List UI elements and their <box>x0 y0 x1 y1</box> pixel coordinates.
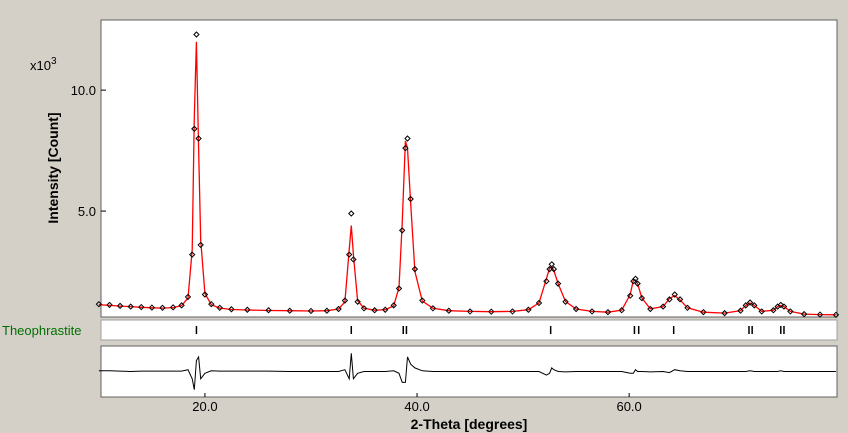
observed-point <box>208 300 215 308</box>
observed-point <box>360 305 368 312</box>
observed-point <box>390 302 397 309</box>
observed-point <box>751 302 758 309</box>
observed-point <box>572 305 580 313</box>
observed-point <box>604 308 612 316</box>
observed-point <box>721 309 728 317</box>
observed-point <box>335 305 342 313</box>
observed-point <box>159 304 166 312</box>
observed-point <box>800 310 808 318</box>
observed-point <box>535 299 543 307</box>
observed-point <box>188 251 196 258</box>
observed-point <box>411 265 419 273</box>
observed-point <box>554 280 562 287</box>
phase-strip <box>100 319 838 341</box>
observed-point <box>148 304 156 311</box>
observed-point <box>787 308 794 315</box>
observed-point <box>466 308 474 315</box>
y-tick-label: 5.0 <box>78 204 96 219</box>
observed-point <box>638 294 646 302</box>
observed-point <box>632 275 639 282</box>
observed-point <box>546 265 553 273</box>
observed-point <box>634 280 641 287</box>
observed-point <box>659 303 667 310</box>
observed-point <box>509 308 516 315</box>
observed-point <box>666 296 673 303</box>
observed-point <box>742 302 750 309</box>
observed-point <box>169 304 177 311</box>
observed-point <box>348 210 355 217</box>
observed-point <box>671 291 678 298</box>
observed-point <box>398 227 406 234</box>
observed-point <box>371 307 378 314</box>
observed-point <box>618 307 625 314</box>
observed-point <box>746 299 754 306</box>
observed-point <box>562 298 569 305</box>
plot-area <box>100 19 838 318</box>
observed-point <box>676 296 684 303</box>
observed-point <box>195 135 202 142</box>
observed-point <box>184 293 192 301</box>
observed-point <box>419 297 426 304</box>
observed-point <box>525 306 532 313</box>
observed-point <box>777 301 784 309</box>
observed-point <box>626 292 634 299</box>
observed-point <box>228 306 235 313</box>
observed-point <box>429 305 437 312</box>
x-tick-label: 20.0 <box>192 399 217 414</box>
observed-point <box>395 285 403 292</box>
observed-point <box>265 307 272 314</box>
observed-point <box>216 304 223 312</box>
observed-point <box>286 307 293 314</box>
observed-point <box>404 135 411 142</box>
y-scale-label: x103 <box>30 56 57 73</box>
phase-label: Theophrastite <box>2 323 82 338</box>
observed-point <box>382 306 389 313</box>
observed-point <box>780 303 788 310</box>
observed-point <box>402 144 409 152</box>
observed-point <box>737 307 744 314</box>
observed-point <box>543 277 550 285</box>
observed-point <box>488 308 495 315</box>
observed-point <box>550 265 558 273</box>
observed-point <box>832 311 840 319</box>
observed-point <box>345 251 353 258</box>
observed-point <box>816 311 824 318</box>
observed-point <box>354 298 361 305</box>
observed-point <box>244 306 251 313</box>
difference-line <box>98 353 836 390</box>
observed-point <box>191 125 198 133</box>
observed-point <box>758 308 765 315</box>
x-tick-label: 60.0 <box>616 399 641 414</box>
observed-point <box>307 307 315 315</box>
y-axis-title: Intensity [Count] <box>45 112 61 223</box>
calculated-line <box>98 41 836 316</box>
observed-point <box>684 304 691 312</box>
observed-point <box>127 303 134 310</box>
observed-point <box>138 303 145 311</box>
observed-point <box>548 261 555 268</box>
observed-point <box>588 308 596 315</box>
observed-point <box>700 308 707 316</box>
observed-point <box>647 305 654 313</box>
observed-point <box>770 307 777 314</box>
observed-point <box>193 31 200 38</box>
x-tick-label: 40.0 <box>404 399 429 414</box>
observed-point <box>106 301 113 309</box>
observed-point <box>201 291 209 298</box>
observed-point <box>445 307 453 314</box>
observed-point <box>341 297 349 304</box>
observed-point <box>178 302 185 309</box>
observed-point <box>407 195 414 203</box>
x-axis-title: 2-Theta [degrees] <box>411 416 528 432</box>
observed-point <box>350 256 357 263</box>
observed-point <box>116 302 124 310</box>
observed-point <box>323 307 331 314</box>
observed-point <box>197 241 204 249</box>
y-tick-label: 10.0 <box>71 83 96 98</box>
observed-point <box>95 300 103 308</box>
